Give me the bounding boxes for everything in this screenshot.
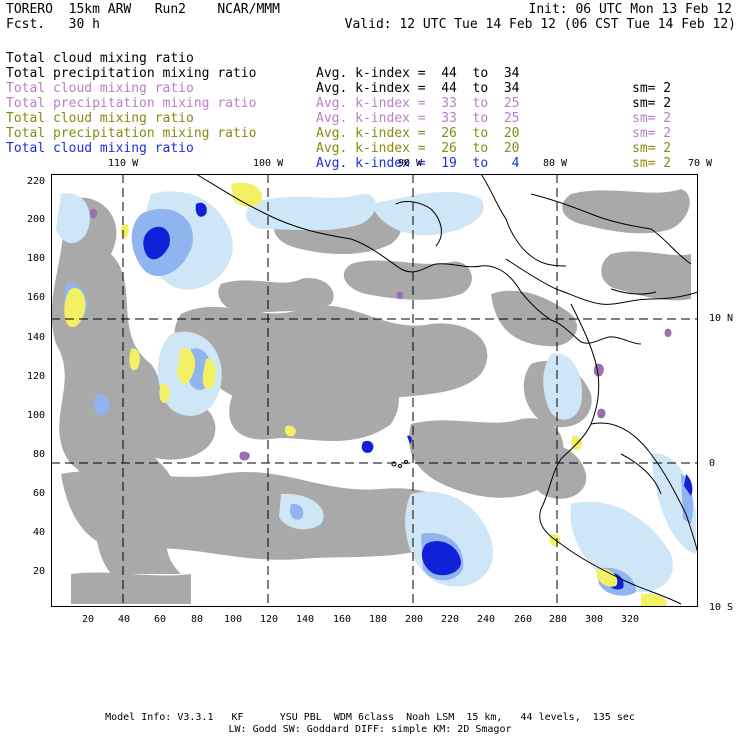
legend-row: Total cloud mixing ratio Avg. k-index = … [6,66,671,141]
legend-sm: sm= 2 [632,81,672,96]
legend-row: Total cloud mixing ratio Avg. k-index = … [6,96,671,171]
x-tick-label: 40 [118,614,131,625]
legend-avg: Avg. k-index = 44 to 34 [316,81,520,96]
legend-row: Total precipitation mixing ratio Avg. k-… [6,51,671,126]
x-tick-label: 220 [441,614,460,625]
lon-label: 80 W [543,158,568,169]
legend-field: Total cloud mixing ratio [6,111,194,126]
lat-label: 10 S [709,602,734,613]
y-tick-label: 180 [27,253,46,264]
legend-row: Total cloud mixing ratio Avg. k-index = … [6,126,520,201]
x-tick-label: 100 [224,614,243,625]
legend-sm: sm= 2 [632,126,672,141]
physics-info: LW: Godd SW: Goddard DIFF: simple KM: 2D… [228,724,512,735]
purple-cloud [89,208,672,461]
legend-field: Total cloud mixing ratio [6,51,194,66]
legend-avg: Avg. k-index = 44 to 34 [316,66,520,81]
y-tick-label: 100 [27,410,46,421]
legend-sm: sm= 2 [632,111,672,126]
lat-label: 10 N [709,313,734,324]
lon-label: 70 W [688,158,713,169]
model-info: Model Info: V3.3.1 KF YSU PBL WDM 6class… [105,712,635,723]
legend-sm: sm= 2 [632,96,672,111]
init-time: Init: 06 UTC Mon 13 Feb 12 [528,2,733,17]
x-tick-label: 140 [296,614,315,625]
legend-avg: Avg. k-index = 26 to 20 [316,126,520,141]
lat-lon-grid [51,174,698,607]
legend-avg: Avg. k-index = 19 to 4 [316,156,520,171]
x-tick-label: 60 [154,614,167,625]
y-tick-label: 220 [27,176,46,187]
legend-sm: sm= 2 [632,141,672,156]
lon-label: 110 W [108,158,139,169]
forecast-map [51,174,698,607]
x-tick-label: 280 [549,614,568,625]
legend-avg: Avg. k-index = 33 to 25 [316,96,520,111]
x-tick-label: 300 [585,614,604,625]
x-tick-label: 260 [514,614,533,625]
x-tick-label: 160 [333,614,352,625]
yellow-precip [64,182,667,606]
y-tick-label: 20 [33,566,46,577]
x-tick-label: 180 [369,614,388,625]
x-tick-label: 80 [191,614,204,625]
x-tick-label: 240 [477,614,496,625]
forecast-hour: Fcst. 30 h [6,17,100,32]
lat-label: 0 [709,458,716,469]
x-tick-label: 120 [260,614,279,625]
lon-label: 90 W [398,158,423,169]
x-tick-label: 20 [82,614,95,625]
legend-row: Total precipitation mixing ratio Avg. k-… [6,111,671,186]
x-tick-label: 200 [405,614,424,625]
y-tick-label: 60 [33,488,46,499]
legend-row: Total cloud mixing ratio Avg. k-index = … [6,36,671,111]
y-tick-label: 120 [27,371,46,382]
x-tick-label: 320 [621,614,640,625]
legend-field: Total cloud mixing ratio [6,141,194,156]
legend-field: Total precipitation mixing ratio [6,66,257,81]
y-tick-label: 140 [27,332,46,343]
model-title: TORERO 15km ARW Run2 NCAR/MMM [6,2,280,17]
y-tick-label: 160 [27,292,46,303]
y-tick-label: 40 [33,527,46,538]
y-tick-label: 200 [27,214,46,225]
lon-label: 100 W [253,158,284,169]
map-frame [51,174,698,607]
y-tick-label: 80 [33,449,46,460]
legend-avg: Avg. k-index = 33 to 25 [316,111,520,126]
legend-field: Total precipitation mixing ratio [6,126,257,141]
coastline [195,174,698,605]
legend-row: Total precipitation mixing ratio Avg. k-… [6,81,671,156]
legend-field: Total precipitation mixing ratio [6,96,257,111]
legend-sm: sm= 2 [632,156,672,171]
legend-field: Total cloud mixing ratio [6,81,194,96]
legend-avg: Avg. k-index = 26 to 20 [316,141,520,156]
valid-time: Valid: 12 UTC Tue 14 Feb 12 (06 CST Tue … [344,17,736,32]
